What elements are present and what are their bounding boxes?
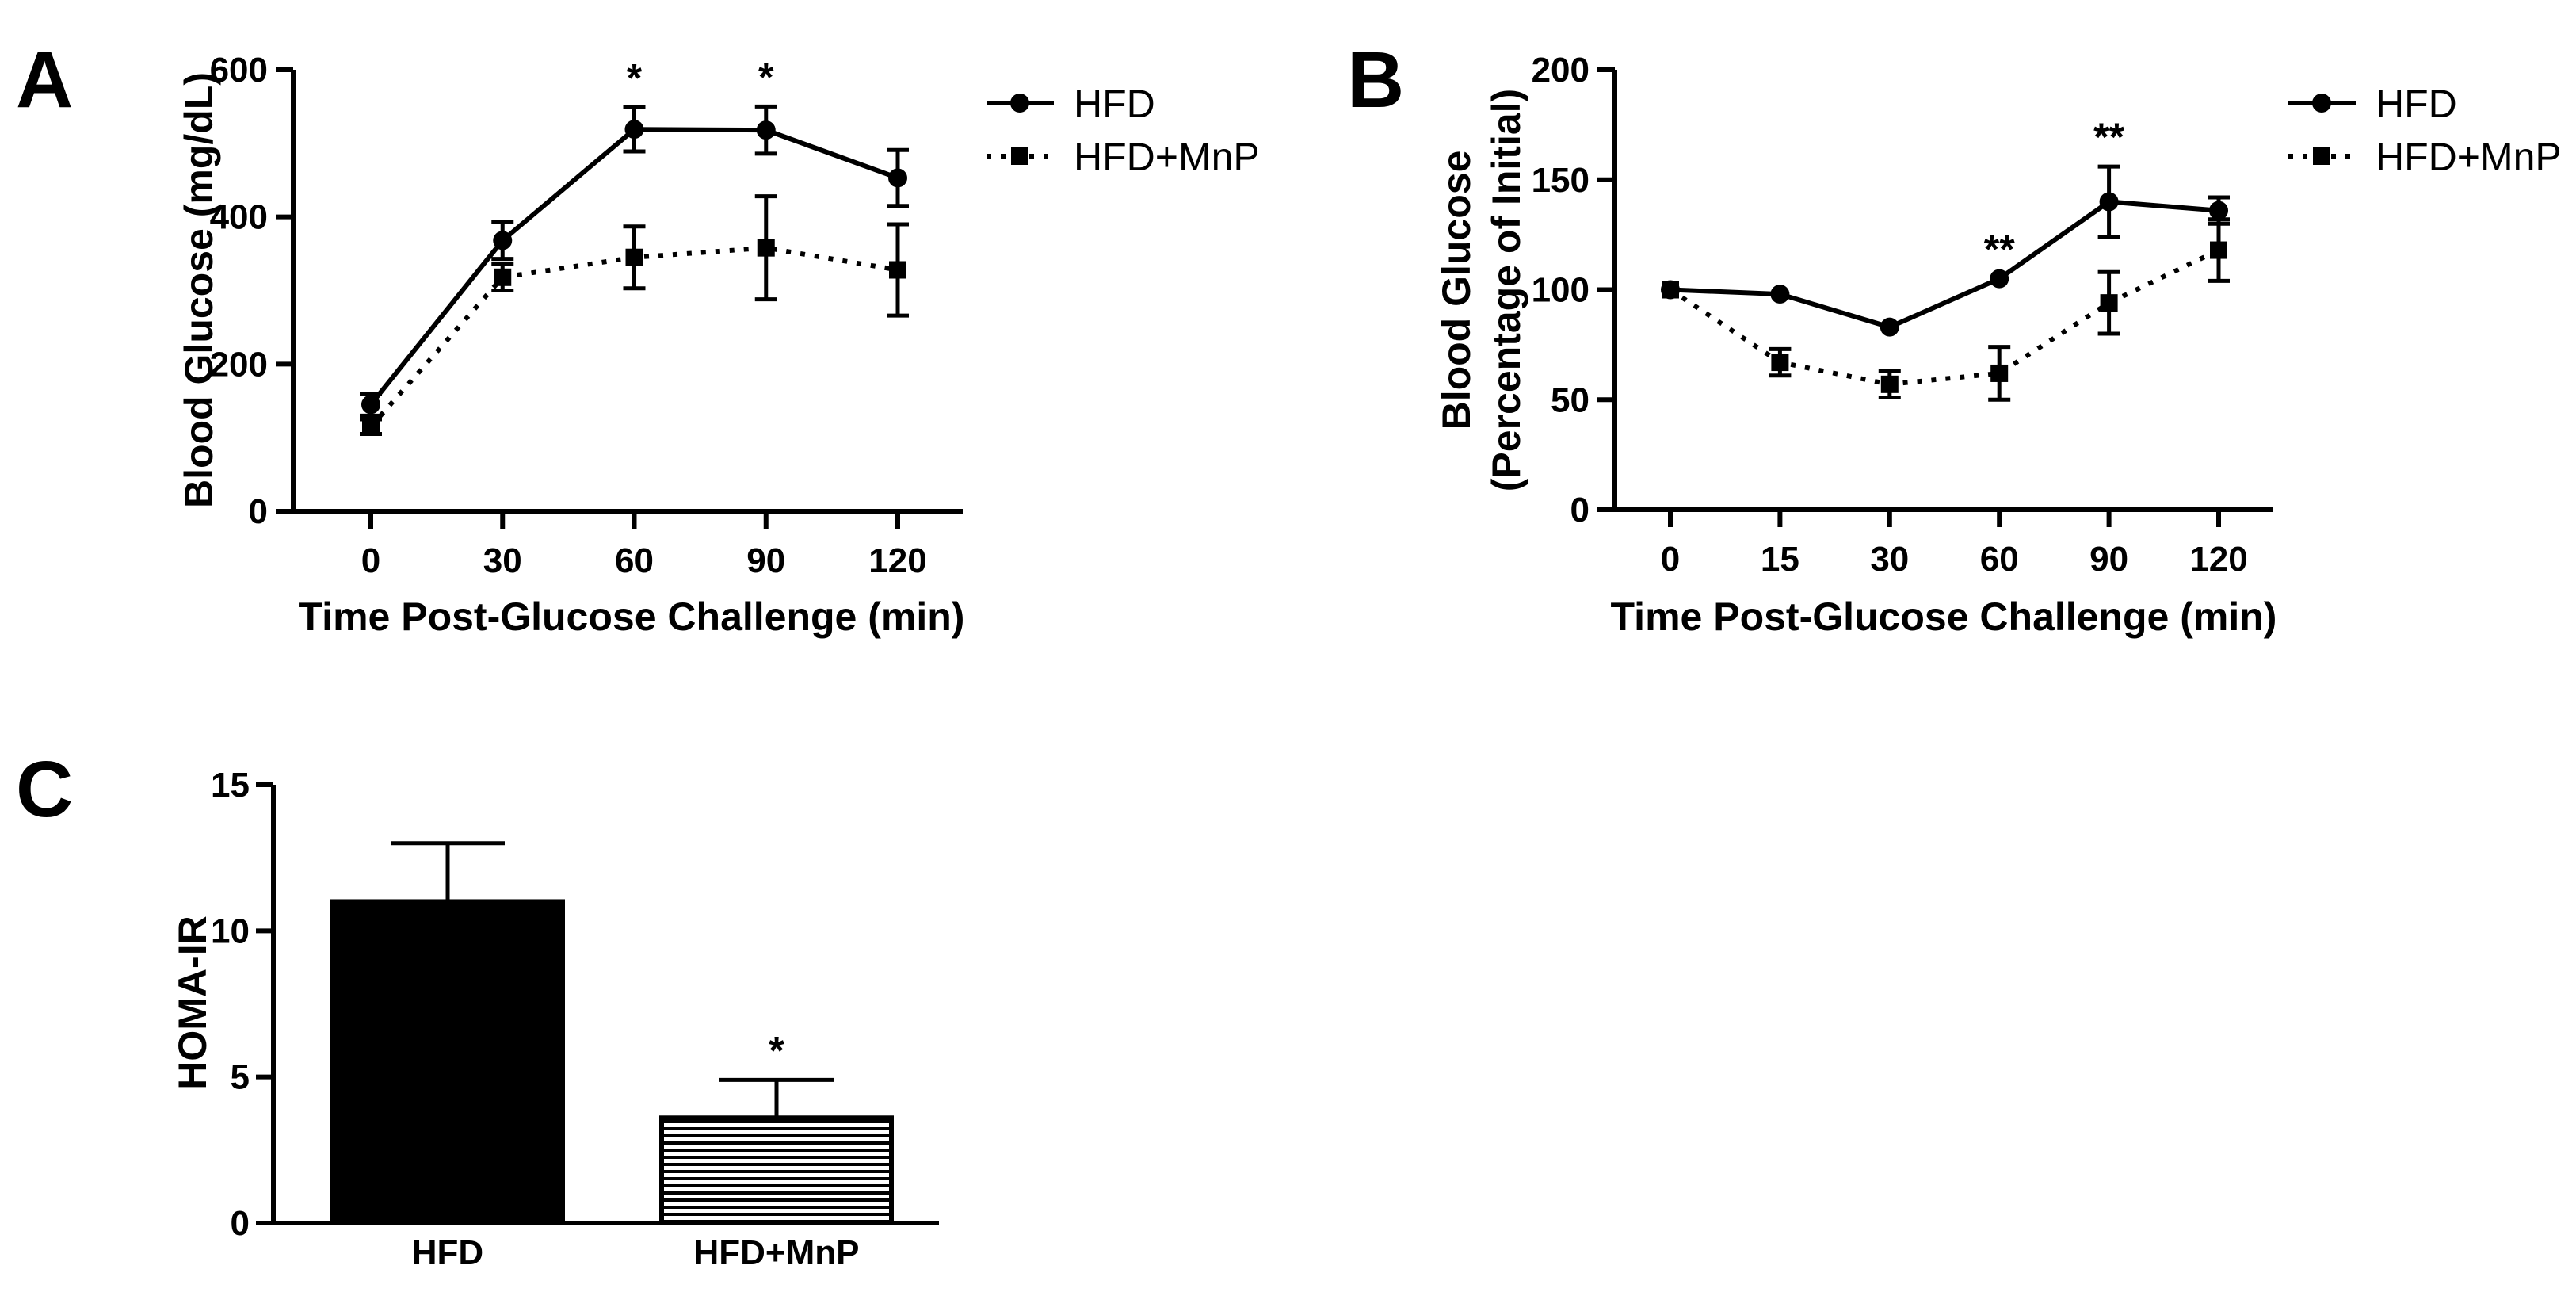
panel-a-legend-marker bbox=[1010, 94, 1029, 113]
panel-b-x-tick-label: 120 bbox=[2189, 540, 2247, 579]
panel-a-series-hfd-point bbox=[756, 120, 776, 140]
panel-b-x-axis-title: Time Post-Glucose Challenge (min) bbox=[1611, 594, 2277, 639]
panel-a-series-hfd-point bbox=[624, 120, 644, 140]
panel-a-legend-label: HFD bbox=[1074, 82, 1155, 126]
panel-b-legend-label: HFD+MnP bbox=[2376, 135, 2562, 179]
panel-a-series-hfd-mnp-point bbox=[362, 418, 380, 436]
panel-b-x-tick-label: 90 bbox=[2089, 540, 2128, 579]
panel-b-legend-marker bbox=[2313, 147, 2330, 165]
panel-b-series-hfd-mnp-point bbox=[1990, 364, 2009, 382]
panel-a-significance-marker: * bbox=[627, 55, 643, 100]
panel-c-y-tick-label: 5 bbox=[231, 1058, 250, 1097]
panel-b-y-tick-label: 100 bbox=[1532, 271, 1589, 310]
panel-a-y-tick-label: 200 bbox=[210, 345, 268, 384]
panel-b-x-tick-label: 0 bbox=[1661, 540, 1680, 579]
panel-b-series-hfd-mnp-point bbox=[1771, 354, 1789, 372]
panel-a-series-hfd-point bbox=[361, 395, 380, 415]
panel-c-letter: C bbox=[16, 745, 73, 834]
panel-b-x-tick-label: 30 bbox=[1870, 540, 1909, 579]
chart-panel-c: C HFD HFD+MnP 0 5 10 15 HOMA-IR * bbox=[16, 745, 939, 1272]
panel-b-series-hfd-mnp-line bbox=[1669, 247, 2220, 387]
panel-a-x-tick-label: 90 bbox=[746, 541, 785, 580]
panel-b-significance-marker: ** bbox=[2093, 115, 2124, 159]
panel-b-series-hfd-mnp-point bbox=[1880, 375, 1899, 393]
panel-a-series-hfd-mnp-point bbox=[757, 239, 775, 257]
panel-a-significance-marker: * bbox=[758, 55, 774, 99]
panel-a-series-hfd-point bbox=[888, 168, 907, 188]
panel-b-series-hfd-point bbox=[2209, 201, 2228, 220]
panel-a-x-axis-title: Time Post-Glucose Challenge (min) bbox=[299, 594, 965, 639]
panel-b-x-tick-label: 15 bbox=[1761, 540, 1799, 579]
panel-c-y-tick-label: 10 bbox=[211, 912, 250, 950]
panel-b-series-hfd-mnp-point bbox=[2210, 241, 2227, 259]
panel-b-letter: B bbox=[1347, 36, 1404, 124]
panel-c-x-tick-label: HFD bbox=[412, 1233, 483, 1272]
panel-b-y-tick-label: 0 bbox=[1570, 491, 1589, 529]
panel-a-series-hfd-mnp-point bbox=[625, 248, 643, 266]
panel-b-x-tick-label: 60 bbox=[1980, 540, 2019, 579]
chart-panel-b: B 0 50 100 150 200 0 15 30 60 90 120 Time Post-Gluco… bbox=[1347, 36, 2562, 639]
panel-b-series-hfd-mnp-point bbox=[2100, 294, 2118, 312]
panel-a-y-tick-label: 600 bbox=[210, 51, 268, 90]
panel-b-series-hfd-point bbox=[1770, 285, 1790, 304]
panel-a-x-tick-label: 0 bbox=[361, 541, 380, 580]
panel-b-y-axis-title: Blood Glucose bbox=[1434, 151, 1479, 430]
panel-b-y-axis-title-line2: (Percentage of Initial) bbox=[1484, 89, 1528, 491]
panel-a-letter: A bbox=[16, 36, 73, 124]
panel-b-significance-marker: ** bbox=[1984, 227, 2015, 272]
panel-a-y-tick-label: 0 bbox=[249, 492, 268, 531]
panel-b-legend-marker bbox=[2312, 94, 2331, 113]
panel-a-series-hfd-mnp-point bbox=[889, 261, 906, 279]
panel-b-series-hfd-point bbox=[1880, 317, 1899, 337]
panel-a-x-tick-label: 30 bbox=[483, 541, 522, 580]
panel-c-y-tick-label: 0 bbox=[231, 1204, 250, 1243]
panel-c-y-axis-title: HOMA-IR bbox=[170, 916, 215, 1089]
panel-a-y-axis-title: Blood Glucose (mg/dL) bbox=[177, 72, 221, 508]
panel-a-x-tick-label: 120 bbox=[868, 541, 926, 580]
panel-c-y-tick-label: 15 bbox=[211, 766, 250, 805]
panel-a-series-hfd-point bbox=[493, 231, 513, 250]
panel-b-y-tick-label: 200 bbox=[1532, 51, 1589, 90]
panel-b-legend-label: HFD bbox=[2376, 82, 2457, 126]
panel-c-bar-hfd-mnp bbox=[659, 1115, 894, 1226]
panel-b-series-hfd-line bbox=[1670, 199, 2219, 330]
panel-b-y-tick-label: 50 bbox=[1551, 380, 1589, 419]
panel-b-series-hfd-mnp-point bbox=[1662, 281, 1679, 299]
panel-c-significance-marker: * bbox=[769, 1028, 784, 1072]
panel-b-series-hfd-point bbox=[1990, 269, 2009, 289]
panel-a-series-hfd-mnp-point bbox=[494, 268, 512, 286]
panel-a-legend-marker bbox=[1011, 147, 1028, 165]
panel-b-series-hfd-point bbox=[2099, 192, 2119, 212]
panel-a-legend-label: HFD+MnP bbox=[1074, 135, 1260, 179]
chart-panel-a: A 0 200 400 600 0 30 60 90 120 Time Post-Glucose C… bbox=[16, 36, 1260, 639]
panel-a-x-tick-label: 60 bbox=[615, 541, 654, 580]
panel-a-y-tick-label: 400 bbox=[210, 198, 268, 237]
panel-c-bar-hfd bbox=[330, 899, 565, 1225]
panel-c-x-tick-label: HFD+MnP bbox=[694, 1233, 860, 1272]
panel-b-y-tick-label: 150 bbox=[1532, 161, 1589, 200]
